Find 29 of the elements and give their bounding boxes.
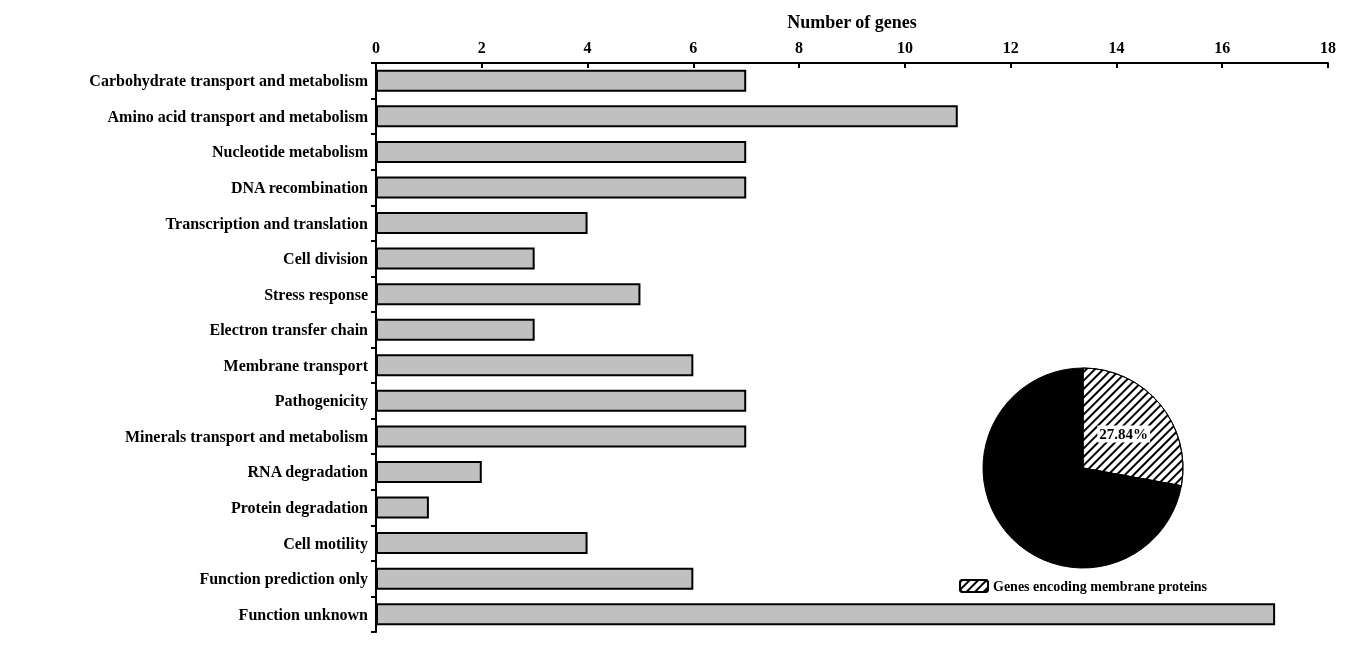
x-tick-label: 6 — [689, 38, 698, 56]
y-tick-label: Minerals transport and metabolism — [124, 427, 369, 446]
x-tick-label: 4 — [583, 38, 592, 56]
data-label: 27.84% — [1099, 426, 1149, 443]
y-tick-label: Stress response — [264, 285, 368, 304]
x-tick-label: 0 — [372, 38, 380, 56]
y-tick-label: Cell division — [283, 250, 369, 268]
x-tick-label: 12 — [1002, 38, 1019, 56]
y-tick-label: Nucleotide metabolism — [212, 143, 369, 161]
y-tick-label: Protein degradation — [230, 499, 369, 518]
y-tick-label: Transcription and translation — [165, 214, 369, 233]
y-tick-label: DNA recombination — [230, 178, 369, 196]
y-tick-label: Function prediction only — [199, 570, 368, 589]
y-tick-label: Pathogenicity — [274, 392, 368, 411]
x-tick-label: 2 — [477, 38, 486, 56]
y-tick-label: RNA degradation — [247, 463, 369, 482]
x-tick-label: 18 — [1320, 38, 1336, 56]
y-tick-label: Carbohydrate transport and metabolism — [89, 72, 369, 91]
x-tick-label: 10 — [896, 38, 913, 56]
x-tick-label: 8 — [795, 38, 804, 56]
x-axis-title: Number of genes — [787, 12, 917, 32]
y-tick-label: Cell motility — [283, 534, 368, 553]
legend-label: Genes encoding membrane proteins — [992, 578, 1208, 594]
y-tick-label: Membrane transport — [223, 356, 369, 375]
y-tick-label: Electron transfer chain — [209, 321, 369, 339]
x-tick-label: 16 — [1214, 38, 1231, 56]
y-tick-label: Amino acid transport and metabolism — [107, 107, 369, 126]
x-tick-label: 14 — [1108, 38, 1125, 56]
y-tick-label: Function unknown — [238, 605, 369, 623]
